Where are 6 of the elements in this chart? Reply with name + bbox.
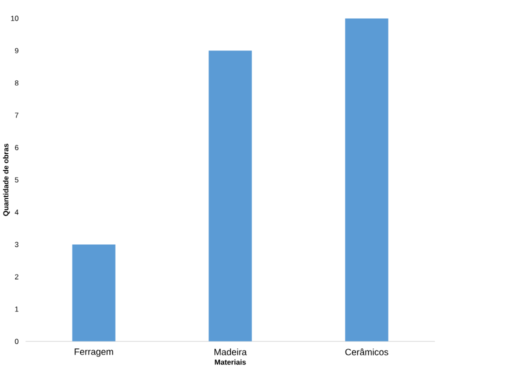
- bar: [345, 18, 388, 342]
- bar: [72, 244, 116, 342]
- bar: [208, 50, 252, 342]
- x-tick-label: Ferragem: [74, 348, 114, 356]
- x-tick-label: Cerâmicos: [345, 348, 388, 356]
- x-tick-label: Madeira: [214, 348, 247, 356]
